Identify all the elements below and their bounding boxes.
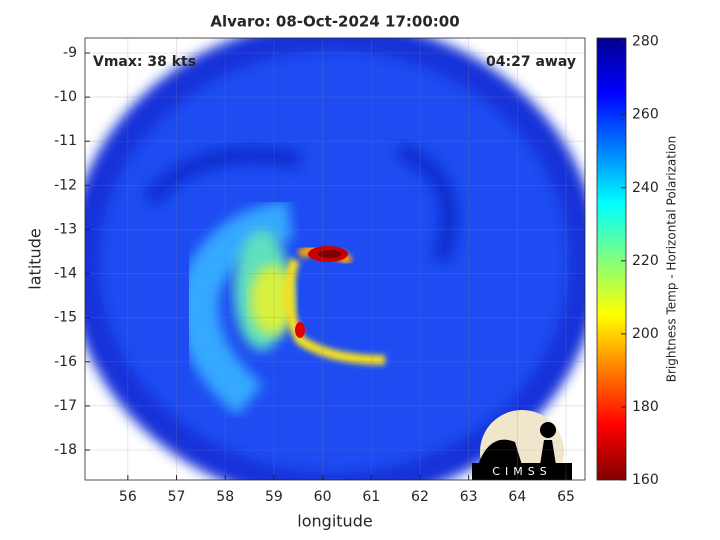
x-axis-label: longitude (297, 512, 372, 531)
y-tick-label: -10 (54, 89, 77, 105)
annotation: Vmax: 38 kts (93, 54, 196, 70)
y-tick-label: -17 (54, 398, 77, 414)
y-tick-label: -9 (63, 45, 77, 61)
colorbar-tick-label: 280 (632, 34, 659, 50)
x-tick-label: 61 (362, 489, 380, 505)
x-tick-label: 64 (508, 489, 526, 505)
x-tick-label: 58 (216, 489, 234, 505)
colorbar-tick-label: 260 (632, 107, 659, 123)
y-tick-label: -11 (54, 133, 77, 149)
annotation: 04:27 away (486, 54, 576, 70)
colorbar-tick-label: 180 (632, 399, 659, 415)
y-axis-label: latitude (26, 228, 45, 289)
logo-text: CIMSS (492, 465, 551, 478)
x-tick-label: 65 (557, 489, 575, 505)
colorbar-label: Brightness Temp - Horizontal Polarizatio… (665, 136, 679, 383)
satellite-image: CIMSS (85, 38, 585, 480)
colorbar-tick-label: 240 (632, 180, 659, 196)
colorbar-tick-label: 200 (632, 326, 659, 342)
x-tick-label: 59 (265, 489, 283, 505)
colorbar-tick-label: 220 (632, 253, 659, 269)
y-tick-label: -14 (54, 266, 77, 282)
y-tick-label: -18 (54, 442, 77, 458)
chart-title: Alvaro: 08-Oct-2024 17:00:00 (210, 13, 459, 31)
y-tick-label: -12 (54, 177, 77, 193)
x-tick-label: 62 (411, 489, 429, 505)
colorbar-tick-label: 160 (632, 472, 659, 488)
colorbar (596, 37, 627, 481)
y-tick-label: -13 (54, 221, 77, 237)
x-tick-label: 57 (168, 489, 186, 505)
plot-frame (84, 37, 586, 481)
x-tick-label: 63 (460, 489, 478, 505)
x-tick-label: 56 (119, 489, 137, 505)
y-tick-label: -15 (54, 310, 77, 326)
y-tick-label: -16 (54, 354, 77, 370)
x-tick-label: 60 (314, 489, 332, 505)
grid (85, 38, 585, 480)
